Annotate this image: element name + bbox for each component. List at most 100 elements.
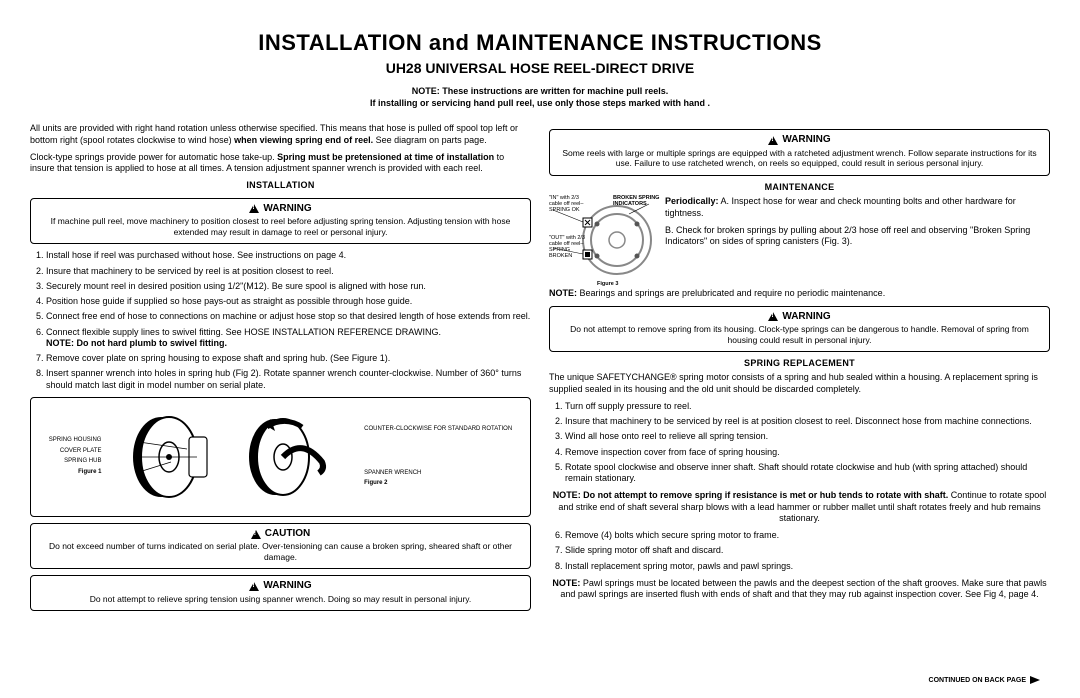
install-step-6-note: NOTE: Do not hard plumb to swivel fittin… [46, 338, 227, 348]
section-installation: INSTALLATION [30, 180, 531, 191]
spring-step: Remove inspection cover from face of spr… [565, 447, 1050, 458]
warning-icon [768, 136, 778, 145]
warn-ratchet-box: WARNING Some reels with large or multipl… [549, 129, 1050, 176]
section-spring-replacement: SPRING REPLACEMENT [549, 358, 1050, 369]
warn-install-head: WARNING [249, 203, 311, 216]
maint-a-text: A. Inspect hose for wear and check mount… [665, 196, 1016, 217]
headnote-line1: NOTE: These instructions are written for… [412, 86, 669, 96]
install-steps: Install hose if reel was purchased witho… [30, 250, 531, 391]
warn-spring-remove-box: WARNING Do not attempt to remove spring … [549, 306, 1050, 353]
maintenance-wrap: "IN" with 2/3 cable off reel– SPRING OK … [549, 196, 1050, 288]
warn-install-box: WARNING If machine pull reel, move machi… [30, 198, 531, 245]
warn-ratchet-text: Some reels with large or multiple spring… [558, 148, 1041, 169]
install-step: Position hose guide if supplied so hose … [46, 296, 531, 307]
figure-3: "IN" with 2/3 cable off reel– SPRING OK … [549, 196, 659, 288]
col-left: All units are provided with right hand r… [30, 123, 531, 617]
pawl-note: NOTE: Pawl springs must be located betwe… [549, 578, 1050, 601]
fig1-label-b: COVER PLATE [49, 448, 102, 456]
section-maintenance: MAINTENANCE [549, 182, 1050, 193]
warning-icon [768, 312, 778, 321]
intro-p1b: when viewing spring end of reel. [234, 135, 373, 145]
spring-step: Wind all hose onto reel to relieve all s… [565, 431, 1050, 442]
caution-head: CAUTION [251, 528, 311, 541]
warn-spanner-box: WARNING Do not attempt to relieve spring… [30, 575, 531, 611]
install-step: Remove cover plate on spring housing to … [46, 353, 531, 364]
page-title: INSTALLATION and MAINTENANCE INSTRUCTION… [30, 30, 1050, 56]
pawl-note-text: Pawl springs must be located between the… [560, 578, 1046, 599]
maint-p-b: B. Check for broken springs by pulling a… [665, 225, 1050, 248]
spring-step: Install replacement spring motor, pawls … [565, 561, 1050, 572]
install-step-6-text: Connect flexible supply lines to swivel … [46, 327, 441, 337]
install-step: Install hose if reel was purchased witho… [46, 250, 531, 261]
spring-note-5a: NOTE: Do not attempt to remove spring if… [553, 490, 949, 500]
fig2-caption: Figure 2 [364, 480, 512, 488]
warn-spring-text: Do not attempt to remove spring from its… [558, 324, 1041, 345]
warn-label: WARNING [263, 580, 311, 593]
warn-label: WARNING [263, 203, 311, 216]
figure-2-svg [247, 407, 337, 507]
fig2-label-b: SPANNER WRENCH [364, 470, 512, 478]
warning-icon [249, 204, 259, 213]
caution-text: Do not exceed number of turns indicated … [39, 541, 522, 562]
columns: All units are provided with right hand r… [30, 123, 1050, 617]
spring-step: Insure that machinery to be serviced by … [565, 416, 1050, 427]
page-subtitle: UH28 UNIVERSAL HOSE REEL-DIRECT DRIVE [30, 60, 1050, 76]
warn-spanner-text: Do not attempt to relieve spring tension… [39, 594, 522, 605]
spring-steps-2: Remove (4) bolts which secure spring mot… [549, 530, 1050, 572]
maint-note-text: Bearings and springs are prelubricated a… [577, 288, 885, 298]
spacer [364, 437, 512, 467]
spring-step: Turn off supply pressure to reel. [565, 401, 1050, 412]
fig1-label-c: SPRING HUB [49, 458, 102, 466]
maint-note-label: NOTE: [549, 288, 577, 298]
fig3-label-out: "OUT" with 2/3 cable off reel– SPRING BR… [549, 236, 589, 259]
maint-note: NOTE: Bearings and springs are prelubric… [549, 288, 1050, 299]
fig3-label-in: "IN" with 2/3 cable off reel– SPRING OK [549, 196, 589, 213]
warn-spanner-head: WARNING [249, 580, 311, 593]
intro-p1: All units are provided with right hand r… [30, 123, 531, 146]
fig3-label-ind: BROKEN SPRING INDICATORS [613, 196, 663, 208]
fig1-labels: SPRING HOUSING COVER PLATE SPRING HUB Fi… [49, 437, 102, 476]
figure-1-svg [129, 407, 219, 507]
headnote-line2: If installing or servicing hand pull ree… [370, 98, 710, 108]
warn-install-text: If machine pull reel, move machinery to … [39, 216, 522, 237]
install-step: Insert spanner wrench into holes in spri… [46, 368, 531, 391]
spring-intro: The unique SAFETYCHANGE® spring motor co… [549, 372, 1050, 395]
fig2-label-a: COUNTER-CLOCKWISE FOR STANDARD ROTATION [364, 426, 512, 434]
spring-step: Slide spring motor off shaft and discard… [565, 545, 1050, 556]
pawl-note-label: NOTE: [552, 578, 580, 588]
install-step: Connect flexible supply lines to swivel … [46, 327, 531, 350]
spring-step: Remove (4) bolts which secure spring mot… [565, 530, 1050, 541]
maintenance-text: Periodically: A. Inspect hose for wear a… [665, 196, 1050, 253]
figure-1-2-box: SPRING HOUSING COVER PLATE SPRING HUB Fi… [30, 397, 531, 517]
spring-step: Rotate spool clockwise and observe inner… [565, 462, 1050, 485]
warn-ratchet-head: WARNING [768, 134, 830, 147]
maint-p-a: Periodically: A. Inspect hose for wear a… [665, 196, 1050, 219]
intro-p2b: Spring must be pretensioned at time of i… [277, 152, 494, 162]
continued-back-page: CONTINUED ON BACK PAGE [929, 676, 1040, 684]
maint-periodically: Periodically: [665, 196, 719, 206]
fig3-caption: Figure 3 [597, 282, 618, 288]
install-step: Connect free end of hose to connections … [46, 311, 531, 322]
back-page-label: CONTINUED ON BACK PAGE [929, 677, 1026, 684]
arrow-right-icon [1030, 676, 1040, 684]
warn-label: WARNING [782, 134, 830, 147]
warning-icon [251, 530, 261, 539]
intro-p2: Clock-type springs provide power for aut… [30, 152, 531, 175]
warn-spring-head: WARNING [768, 311, 830, 324]
page: INSTALLATION and MAINTENANCE INSTRUCTION… [0, 0, 1080, 698]
warn-label: WARNING [782, 311, 830, 324]
fig2-labels: COUNTER-CLOCKWISE FOR STANDARD ROTATION … [364, 426, 512, 488]
caution-box: CAUTION Do not exceed number of turns in… [30, 523, 531, 570]
intro-p1c: See diagram on parts page. [373, 135, 487, 145]
spring-steps: Turn off supply pressure to reel. Insure… [549, 401, 1050, 485]
col-right: WARNING Some reels with large or multipl… [549, 123, 1050, 617]
fig1-label-a: SPRING HOUSING [49, 437, 102, 445]
fig1-caption: Figure 1 [49, 469, 102, 477]
spring-note-5: NOTE: Do not attempt to remove spring if… [549, 490, 1050, 524]
install-step: Insure that machinery to be serviced by … [46, 266, 531, 277]
head-note: NOTE: These instructions are written for… [30, 86, 1050, 109]
caution-label: CAUTION [265, 528, 311, 541]
warning-icon [249, 582, 259, 591]
intro-p2a: Clock-type springs provide power for aut… [30, 152, 277, 162]
install-step: Securely mount reel in desired position … [46, 281, 531, 292]
